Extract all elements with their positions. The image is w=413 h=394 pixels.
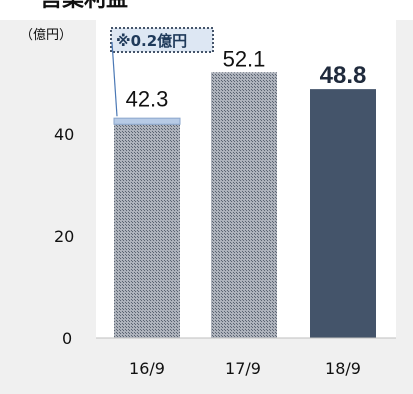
- chart-title: 営業利益: [40, 0, 128, 12]
- y-tick-label: 40: [54, 125, 74, 144]
- y-tick-label: 0: [62, 329, 72, 348]
- x-tick-label: 18/9: [325, 359, 361, 378]
- y-axis-ticks: 0 20 40: [54, 125, 74, 348]
- annotation-leader-line: [111, 41, 118, 117]
- y-tick-label: 20: [54, 227, 74, 246]
- x-tick-label: 16/9: [129, 359, 165, 378]
- bars-group: [114, 72, 376, 339]
- annotation-text: ※0.2億円: [116, 32, 187, 50]
- x-tick-label: 17/9: [225, 359, 261, 378]
- bar-18-9: [310, 89, 376, 339]
- x-axis-labels: 16/9 17/9 18/9: [129, 359, 361, 378]
- unit-label: （億円）: [20, 27, 72, 43]
- bar-17-9: [211, 72, 277, 338]
- value-label: 52.1: [223, 46, 266, 71]
- value-label: 48.8: [320, 62, 367, 89]
- annotation-group: ※0.2億円: [110, 27, 214, 125]
- annotation-box: [110, 27, 214, 53]
- value-label: 42.3: [126, 86, 169, 111]
- bar-16-9: [114, 122, 180, 339]
- annotation-segment: [113, 117, 181, 125]
- value-labels: 42.3 52.1 48.8: [126, 46, 367, 111]
